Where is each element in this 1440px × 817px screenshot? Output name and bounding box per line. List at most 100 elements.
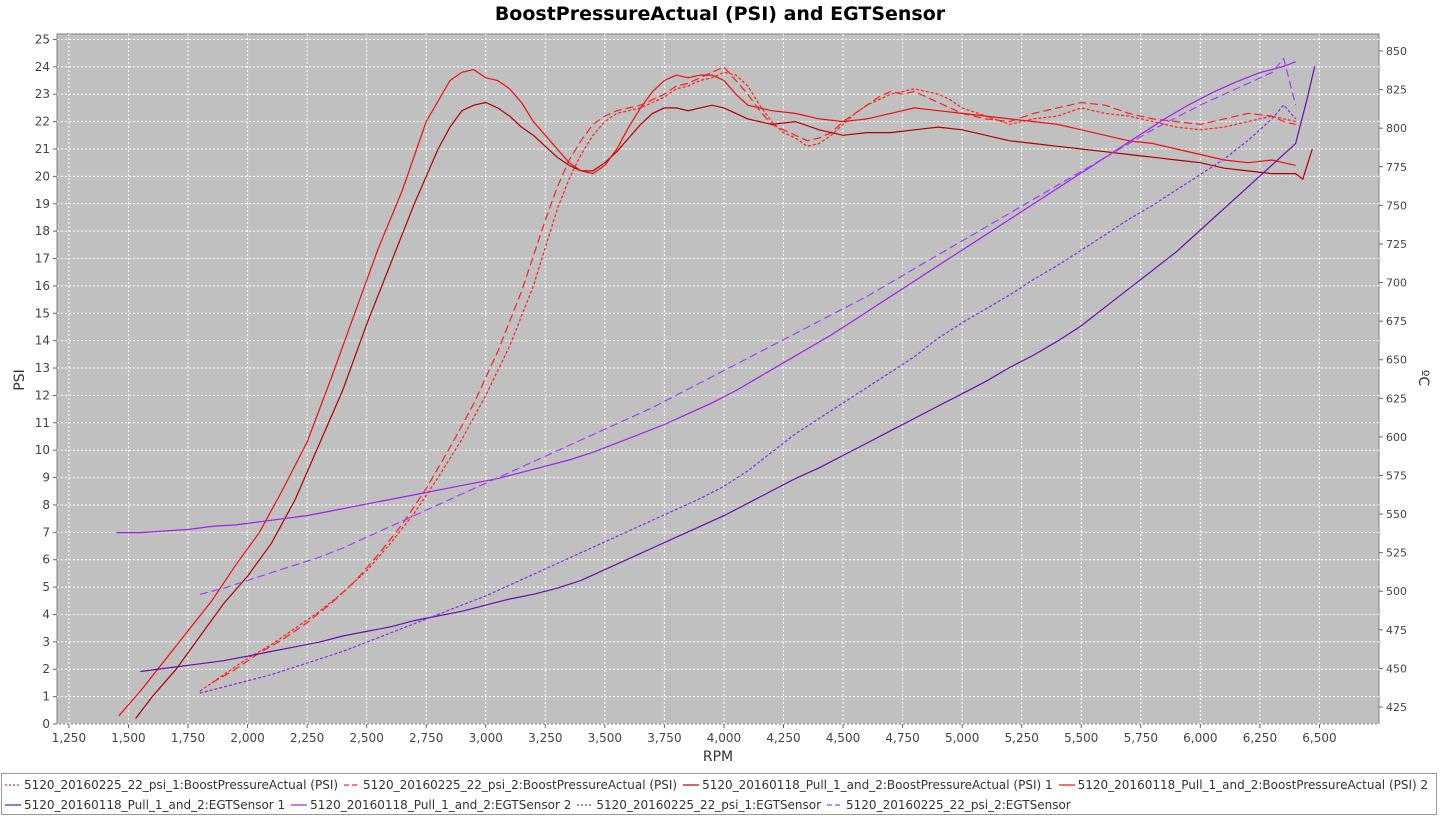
legend-swatch	[5, 804, 21, 806]
legend-item: 5120_20160118_Pull_1_and_2:EGTSensor 2	[291, 798, 571, 812]
x-tick-label: 2,500	[349, 731, 383, 745]
y-tick-label: 5	[42, 580, 50, 594]
y-tick-label: 19	[35, 197, 50, 211]
y-tick-label: 7	[42, 525, 50, 539]
legend-item: 5120_20160225_22_psi_1:BoostPressureActu…	[5, 778, 338, 792]
y2-tick-label: 475	[1386, 624, 1407, 637]
legend-swatch	[1058, 784, 1075, 786]
x-axis-label: RPM	[703, 749, 733, 765]
series-line	[199, 71, 1296, 692]
y-tick-label: 8	[42, 498, 50, 512]
y-tick-label: 0	[42, 717, 50, 731]
x-tick-label: 3,750	[647, 731, 681, 745]
x-tick-label: 4,750	[885, 731, 919, 745]
y-tick-label: 20	[35, 169, 50, 183]
y-tick-label: 9	[42, 471, 50, 485]
y2-tick-label: 525	[1386, 547, 1407, 560]
y2-tick-label: 700	[1386, 277, 1407, 290]
legend-row: 5120_20160118_Pull_1_and_2:EGTSensor 1 51…	[5, 795, 1077, 815]
legend-row: 5120_20160225_22_psi_1:BoostPressureActu…	[5, 775, 1434, 795]
x-tick-label: 2,750	[409, 731, 443, 745]
y-axis-label: PSI	[12, 369, 28, 390]
x-tick-label: 6,000	[1183, 731, 1217, 745]
y-tick-label: 13	[35, 361, 50, 375]
legend-item: 5120_20160118_Pull_1_and_2:BoostPressure…	[1058, 778, 1429, 792]
y-tick-label: 17	[35, 252, 50, 266]
y-tick-label: 6	[42, 553, 50, 567]
y2-tick-label: 750	[1386, 199, 1407, 212]
plot-background	[56, 33, 1380, 725]
y-tick-label: 11	[35, 416, 50, 430]
x-tick-label: 3,000	[469, 731, 503, 745]
y2-tick-label: 425	[1386, 701, 1407, 714]
x-tick-label: 1,750	[171, 731, 205, 745]
x-tick-label: 1,250	[52, 731, 86, 745]
x-tick-label: 1,500	[111, 731, 145, 745]
x-tick-label: 2,000	[230, 731, 264, 745]
y2-tick-label: 450	[1386, 662, 1407, 675]
legend-swatch	[5, 784, 21, 786]
y-tick-label: 23	[35, 87, 50, 101]
x-tick-label: 4,500	[826, 731, 860, 745]
x-tick-label: 6,250	[1243, 731, 1277, 745]
x-tick-label: 6,500	[1302, 731, 1336, 745]
y2-tick-label: 600	[1386, 431, 1407, 444]
legend-swatch	[344, 784, 361, 786]
legend-swatch	[683, 784, 700, 786]
chart-canvas: 1,250 1,500 1,750 2,000 2,250 2,500 2,750 3,000…	[12, 32, 1431, 765]
y2-axis-label: ºC	[1415, 370, 1431, 387]
series-line	[199, 57, 1297, 595]
y-tick-label: 22	[35, 115, 50, 129]
gridlines	[57, 34, 1379, 725]
x-tick-label: 5,500	[1064, 731, 1098, 745]
y2-tick-label: 650	[1386, 354, 1407, 367]
x-tick-label: 3,250	[528, 731, 562, 745]
legend-label: 5120_20160118_Pull_1_and_2:BoostPressure…	[1077, 778, 1429, 792]
series-line	[118, 68, 1296, 717]
x-tick-label: 5,000	[945, 731, 979, 745]
x-tick-label: 4,250	[766, 731, 800, 745]
legend: 5120_20160225_22_psi_1:BoostPressureActu…	[1, 773, 1437, 815]
y-tick-label: 24	[35, 60, 50, 74]
y2-tick-label: 725	[1386, 238, 1407, 251]
y-tick-label: 18	[35, 224, 50, 238]
series-line	[211, 66, 1296, 684]
legend-label: 5120_20160118_Pull_1_and_2:EGTSensor 1	[24, 798, 286, 812]
legend-swatch	[291, 804, 308, 806]
y-tick-label: 16	[35, 279, 50, 293]
y2-tick-label: 775	[1386, 161, 1407, 174]
legend-label: 5120_20160225_22_psi_2:EGTSensor	[846, 798, 1071, 812]
y2-tick-label: 825	[1386, 84, 1407, 97]
legend-swatch	[827, 804, 844, 806]
series-line	[140, 66, 1316, 673]
y2-tick-label: 675	[1386, 315, 1407, 328]
y-tick-label: 21	[35, 142, 50, 156]
legend-item: 5120_20160225_22_psi_1:EGTSensor	[577, 798, 821, 812]
series-line	[199, 104, 1297, 694]
chart-title: BoostPressureActual (PSI) and EGTSensor	[494, 3, 946, 25]
legend-label: 5120_20160118_Pull_1_and_2:EGTSensor 2	[310, 798, 572, 812]
legend-label: 5120_20160225_22_psi_2:BoostPressureActu…	[363, 778, 678, 792]
legend-item: 5120_20160118_Pull_1_and_2:EGTSensor 1	[5, 798, 285, 812]
legend-label: 5120_20160118_Pull_1_and_2:BoostPressure…	[702, 778, 1053, 792]
x-tick-label: 5,250	[1005, 731, 1039, 745]
y2-tick-label: 575	[1386, 469, 1407, 482]
y-tick-label: 2	[42, 662, 50, 676]
y-tick-label: 15	[35, 306, 50, 320]
legend-item: 5120_20160225_22_psi_2:BoostPressureActu…	[344, 778, 677, 792]
legend-label: 5120_20160225_22_psi_1:BoostPressureActu…	[24, 778, 339, 792]
legend-item: 5120_20160225_22_psi_2:EGTSensor	[827, 798, 1071, 812]
series-lines	[116, 57, 1316, 719]
y-tick-label: 3	[42, 635, 50, 649]
y-tick-label: 14	[35, 334, 50, 348]
x-tick-label: 3,500	[588, 731, 622, 745]
legend-item: 5120_20160118_Pull_1_and_2:BoostPressure…	[683, 778, 1053, 792]
x-tick-label: 2,250	[290, 731, 324, 745]
x-tick-label: 5,750	[1124, 731, 1158, 745]
legend-label: 5120_20160225_22_psi_1:EGTSensor	[596, 798, 822, 812]
y-tick-label: 25	[35, 32, 50, 46]
legend-swatch	[577, 804, 594, 806]
y-tick-label: 12	[35, 388, 50, 402]
x-tick-label: 4,000	[707, 731, 741, 745]
y2-tick-label: 500	[1386, 585, 1407, 598]
